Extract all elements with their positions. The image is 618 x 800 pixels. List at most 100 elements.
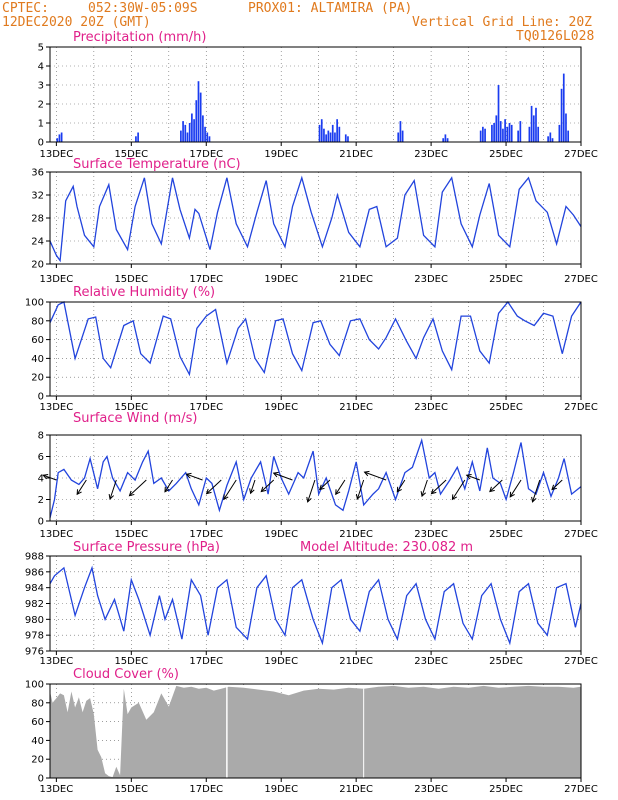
wind-chart: Surface Wind (m/s) 0 2 4 6 8 13DEC 15DEC 17DEC 19… — [38, 411, 598, 540]
precip-xtick-label: 21DEC — [339, 149, 373, 160]
rh-frame — [49, 301, 582, 397]
rh-xtick-label: 17DEC — [189, 402, 223, 413]
precip-bar — [551, 138, 554, 142]
wind-xtick-label: 23DEC — [414, 529, 448, 540]
wind-arrow — [206, 479, 222, 494]
header-source: CPTEC: — [2, 1, 49, 16]
cloud-area — [50, 685, 581, 778]
precip-bar — [528, 126, 531, 142]
pressure-frame — [49, 555, 582, 652]
wind-arrow — [451, 479, 466, 500]
wind-arrowhead — [318, 484, 325, 491]
wind-arrow — [509, 479, 522, 498]
precip-bar — [186, 132, 189, 142]
precip-bar — [508, 123, 511, 142]
wind-arrow — [319, 479, 331, 490]
precip-bar — [517, 130, 519, 142]
cloud-xtick-label: 23DEC — [414, 784, 448, 795]
wind-ytick-label: 4 — [38, 474, 44, 485]
precip-bar — [180, 130, 182, 142]
precip-bar — [344, 134, 347, 142]
wind-arrowhead — [465, 473, 472, 480]
precip-bar — [202, 115, 204, 142]
precip-ytick-label: 0 — [38, 138, 44, 149]
rh-xtick-label: 19DEC — [264, 402, 298, 413]
pressure-ytick-label: 978 — [25, 631, 44, 642]
precip-xtick-label: 25DEC — [489, 149, 523, 160]
wind-arrow — [466, 474, 480, 481]
header-run-id: TQ0126L028 — [516, 29, 594, 44]
precip-bar — [537, 126, 540, 142]
wind-arrowhead — [223, 494, 229, 501]
pressure-ytick-label: 988 — [25, 552, 44, 563]
wind-xtick-label: 15DEC — [114, 529, 148, 540]
wind-arrow — [489, 479, 503, 492]
precip-bar — [484, 128, 486, 142]
precip-bar — [193, 119, 195, 142]
wind-arrow — [164, 479, 173, 493]
wind-xtick-label: 13DEC — [40, 529, 74, 540]
wind-arrowhead — [185, 472, 192, 479]
wind-arrow — [250, 479, 256, 494]
wind-ytick-label: 8 — [38, 431, 44, 442]
cloud-chart: Cloud Cover (%) 0 20 40 60 80 100 13DEC 15DEC 17D… — [25, 667, 598, 795]
temp-xtick-label: 21DEC — [339, 274, 373, 285]
rh-ytick-label: 100 — [25, 298, 44, 309]
temp-xtick-label: 27DEC — [564, 274, 598, 285]
pressure-line — [49, 565, 582, 646]
precip-ytick-label: 3 — [38, 81, 44, 92]
pressure-xtick-label: 13DEC — [40, 656, 74, 667]
precip-bar — [558, 124, 561, 142]
header-datetime: 12DEC2020 20Z (GMT) — [2, 15, 151, 30]
rh-ytick-label: 20 — [31, 373, 44, 384]
precip-bar — [184, 124, 187, 142]
chart-panels: Precipitation (mm/h) 0 1 2 3 4 5 13DEC 15DEC 17DE… — [25, 30, 598, 795]
temp-ytick-label: 32 — [31, 191, 44, 202]
pressure-xtick-label: 27DEC — [564, 656, 598, 667]
precip-frame — [49, 46, 582, 143]
temp-ytick-label: 36 — [31, 168, 44, 179]
pressure-ytick-label: 980 — [25, 615, 44, 626]
precip-bar — [334, 132, 336, 142]
precip-bar — [560, 88, 563, 142]
precip-xtick-label: 27DEC — [564, 149, 598, 160]
header: CPTEC: 052:30W-05:09S PROX01: ALTAMIRA (… — [2, 1, 594, 44]
precip-bar — [206, 132, 209, 142]
wind-arrowhead — [128, 490, 135, 497]
precip-bar — [535, 107, 537, 142]
precip-bar — [399, 121, 402, 142]
cloud-xtick-label: 17DEC — [189, 784, 223, 795]
wind-arrowhead — [335, 489, 341, 496]
pressure-xtick-label: 17DEC — [189, 656, 223, 667]
wind-ytick-label: 6 — [38, 452, 44, 463]
wind-arrowhead — [205, 488, 212, 495]
precip-bar — [510, 124, 513, 142]
wind-arrow — [421, 479, 428, 497]
precip-bar — [565, 113, 567, 142]
cloud-ytick-label: 100 — [25, 680, 44, 691]
precip-xtick-label: 19DEC — [264, 149, 298, 160]
precip-bar — [338, 126, 341, 142]
wind-arrow — [532, 479, 541, 502]
rh-xtick-label: 13DEC — [40, 402, 74, 413]
rh-xtick-label: 23DEC — [414, 402, 448, 413]
wind-arrowhead — [355, 493, 362, 500]
precip-ytick-label: 1 — [38, 119, 44, 130]
precip-bar — [188, 123, 191, 142]
precip-bar — [479, 130, 482, 142]
precip-bar — [208, 136, 211, 142]
temp-ytick-label: 24 — [31, 237, 44, 248]
temp-ytick-label: 20 — [31, 260, 44, 271]
precip-bar — [323, 128, 325, 142]
precip-bar — [58, 134, 61, 142]
wind-arrowhead — [272, 471, 279, 478]
wind-arrowhead — [260, 486, 267, 493]
temp-xtick-label: 19DEC — [264, 274, 298, 285]
temp-line — [49, 175, 582, 263]
cloud-xtick-label: 19DEC — [264, 784, 298, 795]
rh-ytick-label: 80 — [31, 316, 44, 327]
temp-frame — [49, 171, 582, 265]
precip-title: Precipitation (mm/h) — [73, 30, 206, 45]
precip-bar — [204, 126, 206, 142]
